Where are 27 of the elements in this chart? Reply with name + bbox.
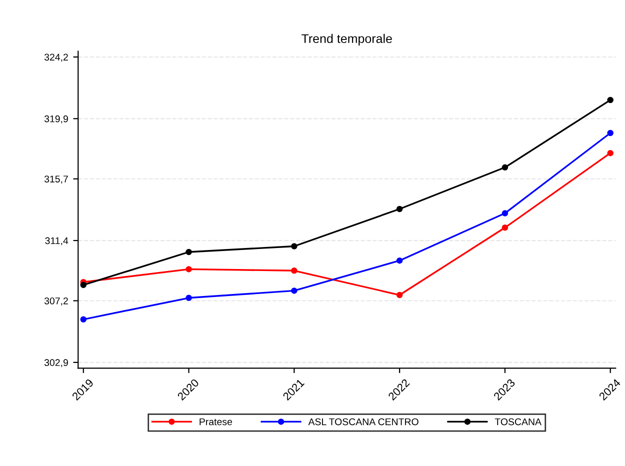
point: [291, 268, 298, 274]
point: [186, 266, 192, 272]
y-tick-label: 302,9: [44, 359, 68, 368]
point: [291, 243, 298, 250]
point: [80, 316, 87, 323]
point: [396, 257, 403, 264]
point: [396, 206, 403, 212]
y-tick-label: 311,4: [45, 237, 68, 246]
y-tick-label: 319,9: [44, 115, 68, 124]
point: [186, 248, 192, 256]
y-tick-label: 307,2: [44, 297, 68, 306]
point: [607, 130, 614, 136]
point: [607, 96, 614, 104]
point: [80, 282, 87, 288]
y-tick-label: 315,7: [44, 176, 68, 184]
legend-label: ASL TOSCANA CENTRO: [308, 418, 418, 426]
point: [502, 210, 508, 216]
point: [396, 292, 403, 298]
point: [291, 288, 298, 294]
point: [502, 224, 508, 231]
point: [502, 164, 508, 171]
point: [186, 294, 192, 302]
chart-title: Trend temporale: [302, 34, 392, 46]
legend-label: Pratese: [200, 418, 232, 426]
y-tick-label: 324,2: [44, 54, 68, 62]
legend-label: TOSCANA: [494, 418, 542, 426]
point: [607, 150, 614, 156]
